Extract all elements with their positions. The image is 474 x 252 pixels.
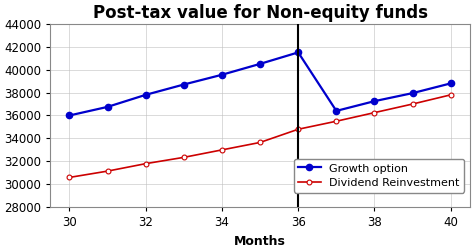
- Growth option: [66, 114, 72, 117]
- Growth option: [181, 83, 187, 86]
- Legend: Growth option, Dividend Reinvestment: Growth option, Dividend Reinvestment: [294, 159, 464, 193]
- Growth option: [410, 92, 416, 95]
- Dividend Reinvestment: [372, 111, 377, 114]
- Growth option: [219, 73, 225, 76]
- Dividend Reinvestment: [143, 162, 148, 165]
- Dividend Reinvestment: [257, 141, 263, 144]
- Growth option: [143, 93, 148, 96]
- Dividend Reinvestment: [448, 93, 454, 96]
- Growth option: [257, 62, 263, 65]
- Dividend Reinvestment: [334, 120, 339, 123]
- Growth option: [295, 51, 301, 54]
- Dividend Reinvestment: [410, 103, 416, 106]
- Dividend Reinvestment: [295, 128, 301, 131]
- Dividend Reinvestment: [219, 148, 225, 151]
- Growth option: [372, 100, 377, 103]
- X-axis label: Months: Months: [234, 235, 286, 248]
- Dividend Reinvestment: [105, 170, 110, 173]
- Growth option: [334, 109, 339, 112]
- Dividend Reinvestment: [181, 156, 187, 159]
- Dividend Reinvestment: [66, 176, 72, 179]
- Line: Growth option: Growth option: [66, 49, 454, 119]
- Title: Post-tax value for Non-equity funds: Post-tax value for Non-equity funds: [92, 4, 428, 22]
- Growth option: [105, 105, 110, 108]
- Growth option: [448, 82, 454, 85]
- Line: Dividend Reinvestment: Dividend Reinvestment: [67, 92, 453, 180]
